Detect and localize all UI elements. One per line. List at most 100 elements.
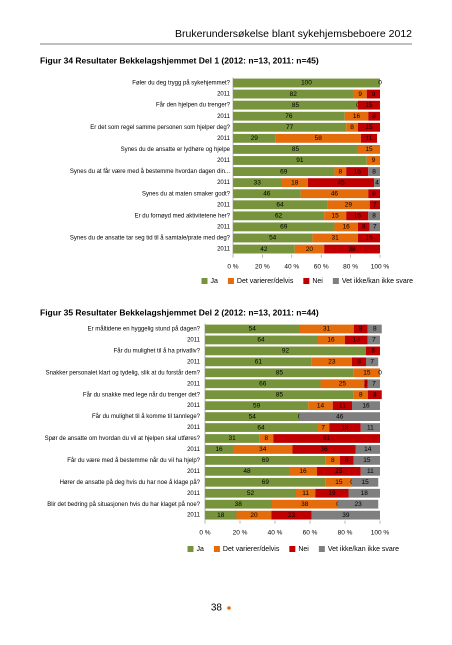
bar-segment (324, 244, 380, 254)
data-label: 38 (348, 246, 356, 253)
data-label: 7 (372, 380, 376, 387)
bar-segment (360, 466, 380, 476)
bar-segment (281, 178, 308, 188)
bar-segment (355, 445, 380, 454)
bar-segment (205, 335, 317, 345)
bar-segment (233, 89, 354, 99)
bar-segment (360, 133, 378, 143)
data-label: 100 (301, 80, 312, 87)
data-label: 11 (366, 135, 373, 142)
data-label: 8 (350, 124, 354, 131)
data-label: 31 (332, 235, 340, 242)
category-label: Føler du deg trygg på sykehjemmet? (132, 80, 230, 87)
data-label: 15 (354, 168, 362, 175)
data-label: 19 (328, 490, 336, 497)
x-tick-label: 80 % (338, 530, 353, 537)
bar-segment (317, 423, 330, 432)
data-label: 66 (259, 380, 267, 387)
data-label: 59 (253, 402, 261, 409)
data-label: 16 (362, 402, 370, 409)
data-label: 15 (365, 102, 373, 109)
data-label: 9 (372, 91, 376, 98)
bar-segment (205, 456, 326, 465)
bar-segment (233, 244, 295, 254)
bar-segment (296, 488, 316, 498)
data-label: 8 (372, 213, 376, 220)
category-label: Snakker personalet klart og tydelig, sli… (46, 369, 201, 376)
bar-segment (311, 510, 380, 520)
bar-segment (353, 390, 368, 400)
data-label: 23 (355, 501, 363, 508)
bar-segment (205, 390, 354, 400)
bar-segment (205, 466, 289, 476)
x-tick-label: 60 % (314, 264, 329, 271)
data-label: 46 (263, 190, 271, 197)
category-label: Får den hjelpen du trenger? (156, 102, 231, 109)
category-label: 2011 (217, 92, 231, 98)
bar-segment (368, 211, 380, 221)
data-label: 14 (317, 402, 325, 409)
data-label: 16 (353, 113, 361, 120)
bar-segment (338, 499, 379, 509)
data-label: 15 (332, 213, 340, 220)
bar-segment (366, 156, 380, 165)
data-label: 85 (292, 146, 300, 153)
figure-title: Figur 34 Resultater Bekkelagshjemmet Del… (40, 55, 319, 65)
bar-segment (294, 244, 325, 254)
data-label: 0 (378, 80, 382, 87)
data-label: 8 (372, 113, 376, 120)
data-label: 69 (262, 457, 270, 464)
bar-segment (366, 357, 379, 367)
data-label: 8 (362, 224, 366, 231)
category-label: Er du fornøyd med aktivitetene her? (135, 213, 231, 219)
page-number: 38 (211, 603, 223, 614)
data-label: 48 (243, 468, 251, 475)
data-label: 92 (282, 348, 290, 355)
bar-segment (346, 122, 358, 132)
category-label: 2011 (187, 338, 201, 344)
data-label: 46 (336, 413, 344, 420)
bar-segment (205, 434, 260, 443)
data-label: 54 (269, 235, 277, 242)
data-label: 18 (291, 179, 299, 186)
category-label: 2011 (187, 469, 201, 475)
data-label: 61 (323, 435, 331, 442)
data-label: 82 (290, 91, 298, 98)
legend-label: Nei (312, 278, 323, 285)
legend-swatch (201, 278, 208, 284)
bar-segment (233, 100, 358, 110)
data-label: 69 (280, 224, 288, 231)
category-label: 2011 (187, 359, 201, 365)
category-label: 2011 (217, 158, 231, 164)
bar-segment (368, 111, 380, 121)
bar-segment (236, 510, 272, 520)
bar-segment (352, 477, 379, 487)
bar-segment (353, 456, 380, 465)
data-label: 25 (339, 380, 347, 387)
data-label: 7 (321, 424, 325, 431)
bar-segment (205, 401, 309, 411)
bar-segment (292, 445, 356, 454)
data-label: 36 (320, 446, 328, 453)
bar-segment (367, 335, 380, 345)
data-label: 15 (365, 235, 373, 242)
bar-segment (233, 144, 358, 154)
page-dot (227, 606, 231, 610)
bar-segment (344, 111, 369, 121)
bar-segment (353, 89, 367, 99)
category-label: 2011 (187, 447, 201, 453)
bar-segment (233, 133, 276, 143)
data-label: 23 (288, 512, 296, 519)
category-label: Synes du de ansatte er lydhøre og hjelpe (121, 147, 231, 153)
data-label: 64 (257, 337, 265, 344)
data-label: 76 (285, 113, 293, 120)
legend-swatch (303, 278, 310, 284)
bar-segment (289, 466, 317, 476)
data-label: 9 (358, 91, 362, 98)
bar-segment (275, 133, 361, 143)
data-label: 8 (264, 435, 268, 442)
data-label: 8 (338, 168, 342, 175)
bar-segment (334, 222, 358, 232)
x-tick-label: 20 % (255, 264, 270, 271)
bar-segment (345, 335, 368, 345)
